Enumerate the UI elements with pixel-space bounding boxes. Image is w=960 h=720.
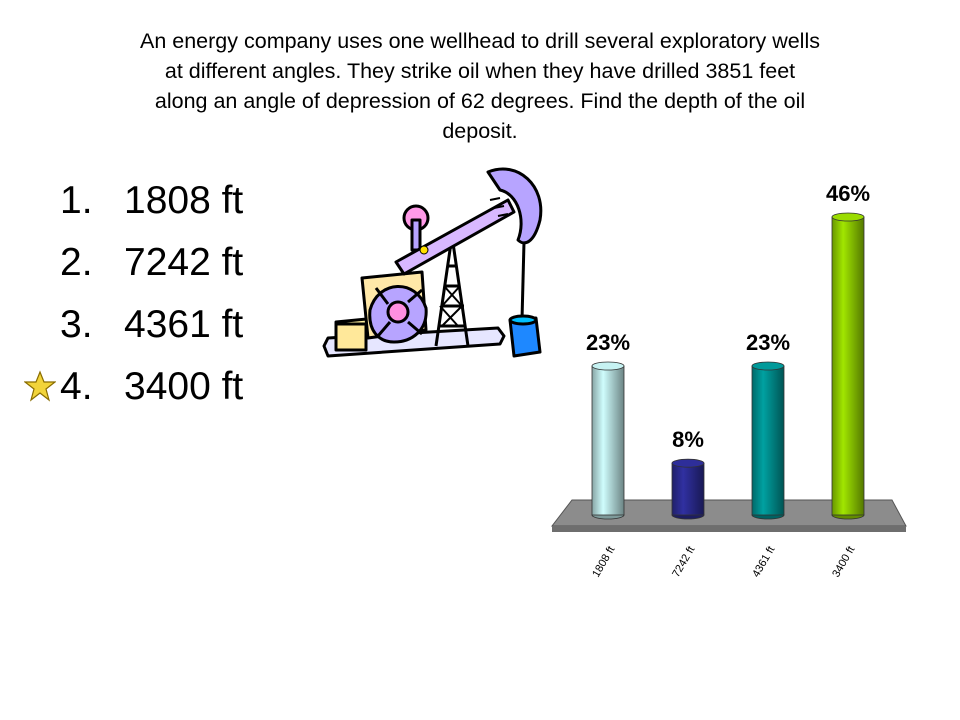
bar-body [751, 365, 785, 516]
question-line: An energy company uses one wellhead to d… [140, 29, 820, 53]
answer-option-1[interactable]: 1. 1808 ft [60, 170, 243, 232]
answer-option-4[interactable]: 4. 3400 ft [24, 356, 244, 418]
answer-option-2[interactable]: 2. 7242 ft [60, 232, 243, 294]
question-paragraph: An energy company uses one wellhead to d… [50, 26, 910, 146]
bar-cap [671, 458, 705, 468]
bar-cap [831, 212, 865, 222]
chart-floor [550, 499, 907, 532]
x-tick-label: 4361 ft [750, 544, 777, 579]
answer-text: 4361 ft [124, 303, 244, 346]
x-tick-label: 7242 ft [670, 544, 697, 579]
bar-value-label: 23% [746, 330, 790, 355]
star-icon [24, 370, 56, 402]
chart-floor-front [552, 526, 906, 532]
bar-value-label: 23% [586, 330, 630, 355]
bar-value-label: 46% [826, 181, 870, 206]
answer-number: 2. [60, 241, 93, 284]
answer-option-3[interactable]: 3. 4361 ft [60, 294, 243, 356]
bar [671, 458, 705, 520]
answer-number: 1. [60, 179, 93, 222]
bar-cap [751, 361, 785, 371]
question-line: deposit. [442, 119, 518, 143]
poll-bar-chart: 23% 8% 23% 46% 1808 ft 7242 ft 4361 ft 3… [550, 181, 907, 580]
question-line: along an angle of depression of 62 degre… [154, 89, 806, 113]
chart-x-tick-labels: 1808 ft 7242 ft 4361 ft 3400 ft [590, 544, 857, 579]
answer-text: 1808 ft [124, 179, 244, 222]
answer-text: 7242 ft [124, 241, 244, 284]
bar-value-label: 8% [672, 427, 704, 452]
answer-number: 4. [60, 365, 93, 408]
x-tick-label: 3400 ft [830, 544, 857, 579]
question-line: at different angles. They strike oil whe… [164, 59, 796, 83]
answer-text: 3400 ft [124, 365, 244, 408]
answer-number: 3. [60, 303, 93, 346]
bar-body [671, 462, 705, 516]
bar-cap [591, 361, 625, 371]
bar-body [831, 216, 865, 516]
bar [591, 361, 625, 520]
x-tick-label: 1808 ft [590, 544, 617, 579]
answer-list: 1. 1808 ft 2. 7242 ft 3. 4361 ft 4. 3400 ft [24, 170, 244, 418]
bar [831, 212, 865, 520]
chart-bars [591, 212, 865, 520]
bar-body [591, 365, 625, 516]
bar [751, 361, 785, 520]
chart-value-labels: 23% 8% 23% 46% [586, 181, 870, 452]
oil-pumpjack-illustration [322, 167, 543, 358]
